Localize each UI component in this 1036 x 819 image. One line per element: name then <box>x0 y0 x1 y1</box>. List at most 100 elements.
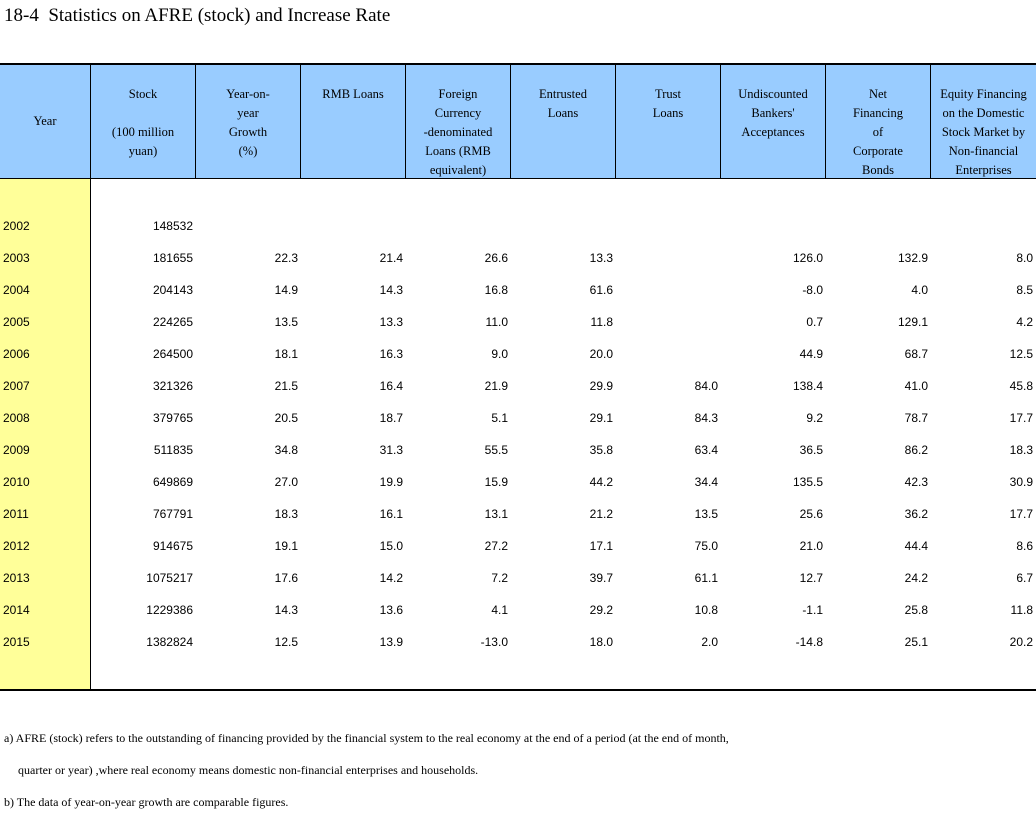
cell-growth: 22.3 <box>274 251 298 265</box>
cell-rmb: 16.1 <box>379 507 403 521</box>
cell-growth: 12.5 <box>274 635 298 649</box>
cell-trust: 75.0 <box>694 539 718 553</box>
cell-year: 2004 <box>3 283 30 297</box>
header-foreign-loans: Foreign Currency -denominated Loans (RMB… <box>423 87 493 177</box>
cell-entrusted: 29.9 <box>589 379 613 393</box>
table-row: 2015 1382824 12.5 13.9 -13.0 18.0 2.0 -14.8 25.1… <box>0 627 1036 659</box>
page-title: 18-4 Statistics on AFRE (stock) and Incr… <box>4 5 391 26</box>
cell-year: 2007 <box>3 379 30 393</box>
cell-bankers: -14.8 <box>795 635 823 649</box>
cell-stock: 204143 <box>152 283 193 297</box>
column-divider <box>930 65 931 178</box>
cell-year: 2010 <box>3 475 30 489</box>
cell-bonds: 25.8 <box>904 603 928 617</box>
cell-growth: 18.1 <box>274 347 298 361</box>
cell-equity: 20.2 <box>1009 635 1033 649</box>
cell-rmb: 21.4 <box>379 251 403 265</box>
cell-equity: 17.7 <box>1009 507 1033 521</box>
cell-bankers: 36.5 <box>799 443 823 457</box>
cell-year: 2009 <box>3 443 30 457</box>
cell-foreign: 4.1 <box>491 603 508 617</box>
cell-year: 2005 <box>3 315 30 329</box>
cell-growth: 19.1 <box>274 539 298 553</box>
cell-entrusted: 29.1 <box>589 411 613 425</box>
cell-bonds: 24.2 <box>904 571 928 585</box>
cell-growth: 17.6 <box>274 571 298 585</box>
table-row: 2012 914675 19.1 15.0 27.2 17.1 75.0 21.0 44.4 8.… <box>0 531 1036 563</box>
cell-year: 2012 <box>3 539 30 553</box>
cell-growth: 34.8 <box>274 443 298 457</box>
table-row: 2005 224265 13.5 13.3 11.0 11.8 0.7 129.1 4.2 <box>0 307 1036 339</box>
cell-trust: 2.0 <box>701 635 718 649</box>
cell-entrusted: 20.0 <box>589 347 613 361</box>
cell-stock: 511835 <box>153 443 193 457</box>
table-row: 2004 204143 14.9 14.3 16.8 61.6 -8.0 4.0 8.5 <box>0 275 1036 307</box>
cell-growth: 13.5 <box>274 315 298 329</box>
cell-equity: 45.8 <box>1009 379 1033 393</box>
cell-rmb: 14.3 <box>379 283 403 297</box>
cell-year: 2003 <box>3 251 30 265</box>
cell-trust: 63.4 <box>694 443 718 457</box>
cell-trust: 34.4 <box>694 475 718 489</box>
cell-rmb: 13.3 <box>379 315 403 329</box>
cell-bonds: 129.1 <box>897 315 928 329</box>
cell-equity: 8.5 <box>1016 283 1033 297</box>
cell-year: 2008 <box>3 411 30 425</box>
header-trust-loans: Trust Loans <box>652 87 684 120</box>
cell-bonds: 44.4 <box>904 539 928 553</box>
cell-foreign: 27.2 <box>484 539 508 553</box>
cell-year: 2011 <box>3 507 29 521</box>
cell-foreign: 13.1 <box>484 507 508 521</box>
cell-bankers: 9.2 <box>806 411 823 425</box>
cell-equity: 12.5 <box>1009 347 1033 361</box>
cell-entrusted: 21.2 <box>589 507 613 521</box>
cell-entrusted: 13.3 <box>589 251 613 265</box>
cell-rmb: 13.6 <box>379 603 403 617</box>
header-corporate-bonds: Net Financing of Corporate Bonds <box>853 87 903 177</box>
cell-entrusted: 61.6 <box>589 283 613 297</box>
cell-foreign: 15.9 <box>484 475 508 489</box>
cell-stock: 181655 <box>152 251 193 265</box>
cell-foreign: -13.0 <box>480 635 508 649</box>
year-column-background <box>0 179 90 689</box>
cell-equity: 6.7 <box>1016 571 1033 585</box>
cell-rmb: 18.7 <box>379 411 403 425</box>
table-bottom-rule <box>0 689 1036 691</box>
cell-foreign: 26.6 <box>484 251 508 265</box>
cell-bankers: 44.9 <box>799 347 823 361</box>
cell-stock: 649869 <box>152 475 193 489</box>
cell-bonds: 86.2 <box>904 443 928 457</box>
cell-stock: 1075217 <box>146 571 193 585</box>
column-divider <box>825 65 826 178</box>
header-stock: Stock (100 million yuan) <box>111 87 175 158</box>
cell-stock: 264500 <box>152 347 193 361</box>
cell-year: 2013 <box>3 571 30 585</box>
cell-rmb: 14.2 <box>379 571 403 585</box>
cell-rmb: 16.4 <box>379 379 403 393</box>
table-row: 2002 148532 <box>0 211 1036 243</box>
cell-rmb: 19.9 <box>379 475 403 489</box>
cell-stock: 914675 <box>152 539 193 553</box>
table-row: 2011 767791 18.3 16.1 13.1 21.2 13.5 25.6 36.2 17… <box>0 499 1036 531</box>
cell-bankers: 135.5 <box>792 475 823 489</box>
cell-foreign: 16.8 <box>484 283 508 297</box>
cell-entrusted: 29.2 <box>589 603 613 617</box>
cell-bankers: 25.6 <box>799 507 823 521</box>
cell-equity: 4.2 <box>1016 315 1033 329</box>
cell-foreign: 55.5 <box>484 443 508 457</box>
cell-growth: 18.3 <box>274 507 298 521</box>
table-row: 2009 511835 34.8 31.3 55.5 35.8 63.4 36.5 86.2 18… <box>0 435 1036 467</box>
cell-equity: 30.9 <box>1009 475 1033 489</box>
cell-entrusted: 35.8 <box>589 443 613 457</box>
cell-entrusted: 18.0 <box>589 635 613 649</box>
header-rmb-loans: RMB Loans <box>322 87 384 101</box>
table-row: 2006 264500 18.1 16.3 9.0 20.0 44.9 68.7 12.5 <box>0 339 1036 371</box>
cell-bonds: 132.9 <box>897 251 928 265</box>
table-row: 2003 181655 22.3 21.4 26.6 13.3 126.0 132.9 8.0 <box>0 243 1036 275</box>
cell-foreign: 9.0 <box>491 347 508 361</box>
note-a-line1: a) AFRE (stock) refers to the outstandin… <box>4 731 729 745</box>
cell-equity: 17.7 <box>1009 411 1033 425</box>
header-entrusted-loans: Entrusted Loans <box>539 87 587 120</box>
cell-foreign: 21.9 <box>484 379 508 393</box>
cell-bankers: 0.7 <box>806 315 823 329</box>
